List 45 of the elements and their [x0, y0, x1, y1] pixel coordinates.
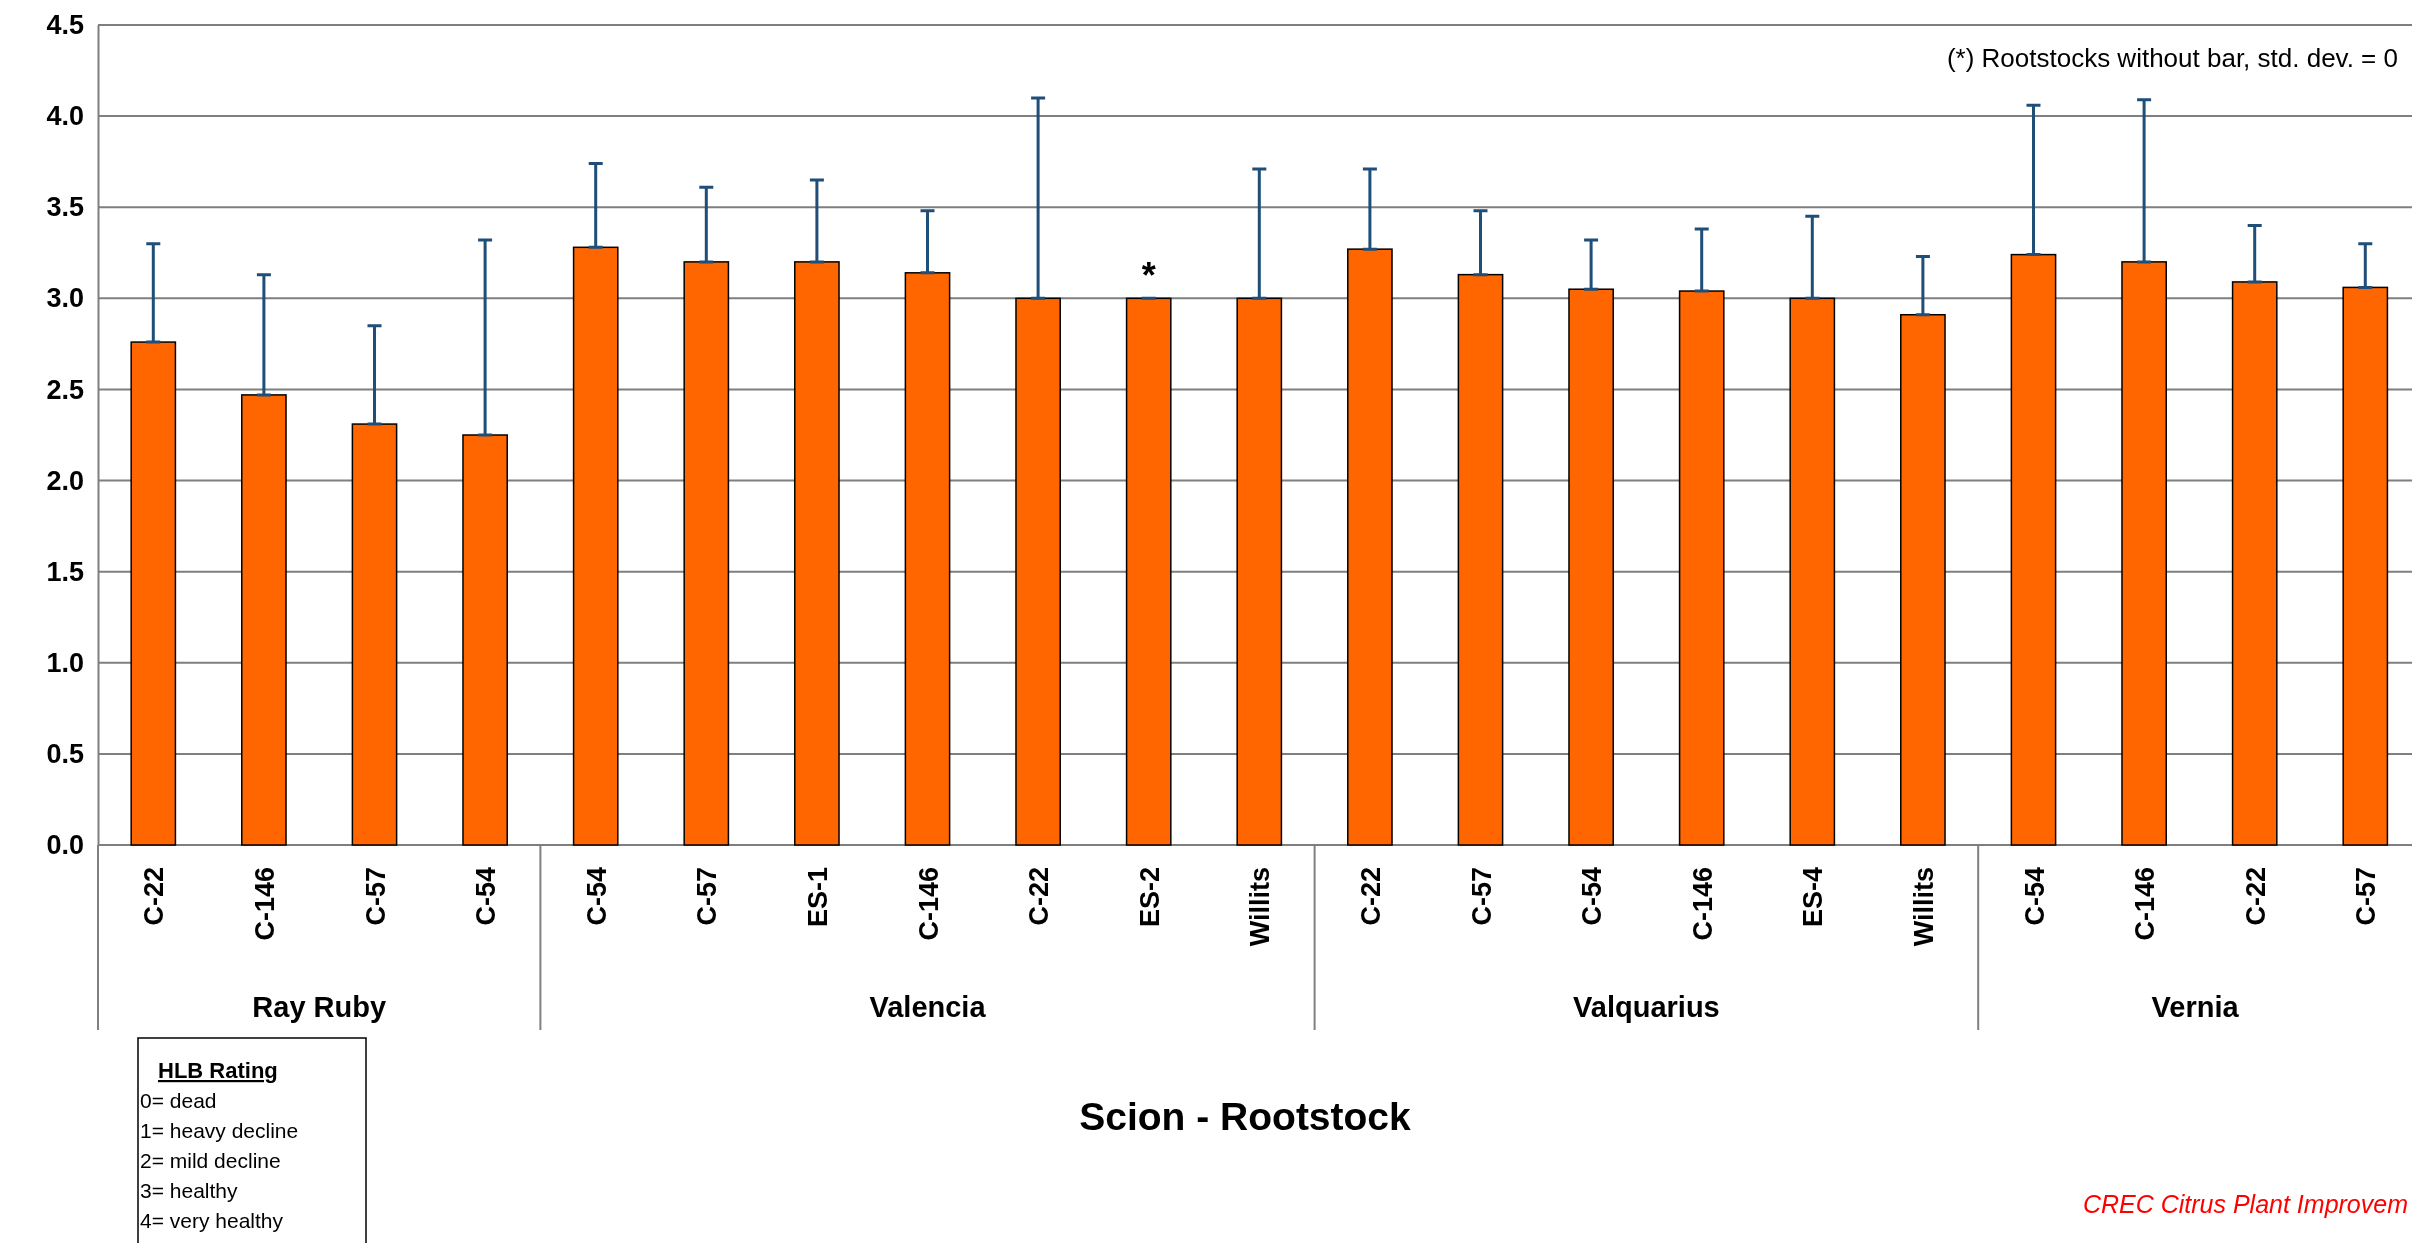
x-tick-label: C-54	[1577, 867, 1608, 926]
x-tick-label: C-57	[360, 867, 391, 926]
x-tick-label: C-57	[2351, 867, 2382, 926]
x-tick-label: C-54	[471, 867, 502, 926]
x-tick-label: ES-1	[802, 867, 833, 928]
text: 3= healthy	[140, 1179, 238, 1202]
y-tick-label: 2.0	[46, 465, 84, 496]
x-tick-label: C-22	[2240, 867, 2271, 926]
x-tick-label: Willits	[1908, 867, 1939, 947]
text: 1= heavy decline	[140, 1119, 299, 1142]
y-tick-label: 2.5	[46, 374, 84, 405]
text: Vernia	[2151, 991, 2240, 1023]
x-tick-label: C-22	[1024, 867, 1055, 926]
text: Valquarius	[1573, 991, 1720, 1023]
text: 2= mild decline	[140, 1149, 281, 1172]
y-tick-label: 3.0	[46, 283, 84, 314]
y-tick-label: 1.5	[46, 556, 84, 587]
x-axis-title: Scion - Rootstock	[1079, 1095, 1412, 1138]
x-tick-label: C-22	[1355, 867, 1386, 926]
x-tick-label: C-146	[249, 867, 280, 941]
x-tick-label: C-57	[1466, 867, 1497, 926]
text: HLB Rating	[158, 1058, 278, 1083]
y-tick-label: 3.5	[46, 192, 84, 223]
x-tick-label: C-54	[2019, 867, 2050, 926]
y-tick-label: 0.5	[46, 739, 84, 770]
x-tick-label: C-57	[692, 867, 723, 926]
x-tick-label: C-54	[581, 867, 612, 926]
y-tick-label: 1.0	[46, 647, 84, 678]
annotation: *	[1141, 255, 1156, 297]
text: Ray Ruby	[252, 991, 387, 1023]
text: 0= dead	[140, 1089, 217, 1112]
y-tick-label: 4.5	[46, 10, 84, 41]
text: CREC Citrus Plant Improvem	[2082, 1190, 2408, 1218]
x-tick-label: C-146	[1687, 867, 1718, 941]
y-tick-label: 0.0	[46, 830, 84, 861]
annotation: (*) Rootstocks without bar, std. dev. = 0	[1946, 43, 2398, 73]
x-tick-label: ES-2	[1134, 867, 1165, 928]
x-tick-label: C-146	[913, 867, 944, 941]
x-tick-label: C-146	[2130, 867, 2161, 941]
text: 4= very healthy	[140, 1209, 284, 1232]
x-tick-label: Willits	[1245, 867, 1276, 947]
x-tick-label: C-22	[139, 867, 170, 926]
x-tick-label: ES-4	[1798, 867, 1829, 928]
text: Valencia	[869, 991, 987, 1023]
y-tick-label: 4.0	[46, 101, 84, 132]
